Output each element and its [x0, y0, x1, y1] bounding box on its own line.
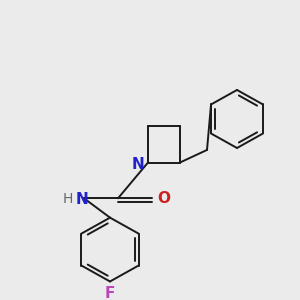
- Text: N: N: [76, 192, 88, 207]
- Text: N: N: [132, 157, 144, 172]
- Text: F: F: [105, 286, 115, 300]
- Text: H: H: [63, 192, 73, 206]
- Text: O: O: [158, 191, 170, 206]
